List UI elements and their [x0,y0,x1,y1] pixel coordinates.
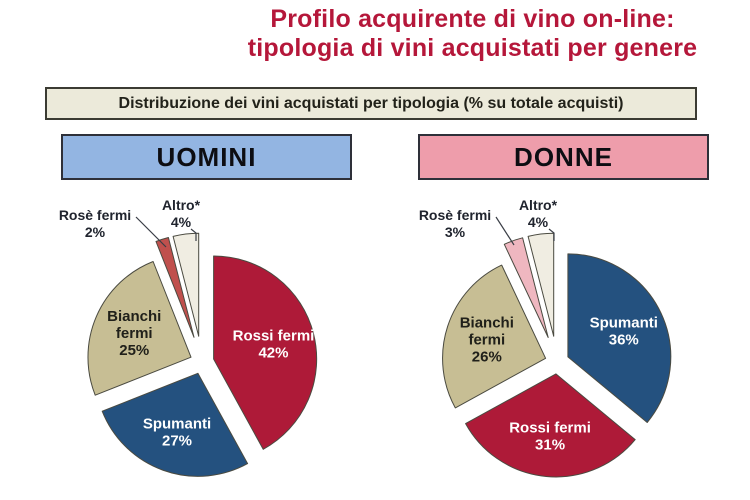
page-title-line2: tipologia di vini acquistati per genere [247,34,698,62]
pie-slice-donne-ros-fermi [503,237,549,338]
pie-label-uomini-bianchi-fermi: Bianchi fermi 25% [107,308,161,359]
leader-line-uomini-1 [190,228,197,241]
leader-line-donne-1 [548,228,555,241]
pie-label-uomini-spumanti: Spumanti 27% [143,415,211,449]
pie-label-donne-bianchi-fermi: Bianchi fermi 26% [460,315,514,366]
pie-label-uomini-rossi-fermi: Rossi fermi 42% [233,328,315,362]
pie-label-donne-spumanti: Spumanti 36% [590,315,658,349]
leader-line-uomini-0 [135,216,167,248]
pie-outside-label-donne-ros-fermi: Rosè fermi 3% [419,207,491,240]
page-title-line1: Profilo acquirente di vino on-line: [270,5,675,33]
pie-slice-donne-spumanti [567,253,672,423]
pie-slice-uomini-bianchi-fermi [87,261,192,396]
uomini-header: UOMINI [61,134,352,180]
pie-chart-donne: Spumanti 36% Rossi fermi 31% Bianchi fermi 26%… [419,197,672,478]
pie-outside-label-donne-altro: Altro* 4% [519,197,558,230]
pie-outside-label-uomini-altro: Altro* 4% [162,197,201,230]
pie-chart-uomini: Rossi fermi 42% Spumanti 27% Bianchi fermi 25%… [59,197,318,477]
pie-slice-donne-rossi-fermi [465,373,636,478]
pie-slice-uomini-spumanti [101,372,249,477]
page-title: Profilo acquirente di vino on-line: tipo… [200,5,745,63]
pie-slice-uomini-altro [172,232,200,337]
pie-slice-uomini-ros-fermi [155,237,195,338]
pie-label-donne-rossi-fermi: Rossi fermi 31% [509,419,591,453]
pie-outside-label-uomini-ros-fermi: Rosè fermi 2% [59,207,131,240]
leader-line-donne-0 [495,216,515,246]
donne-header: DONNE [418,134,709,180]
subtitle-bar: Distribuzione dei vini acquistati per ti… [45,87,697,120]
pie-slice-donne-bianchi-fermi [442,264,547,409]
pie-slice-uomini-rossi-fermi [213,255,318,450]
pie-charts-canvas: Rossi fermi 42% Spumanti 27% Bianchi fermi 25%… [59,197,672,478]
